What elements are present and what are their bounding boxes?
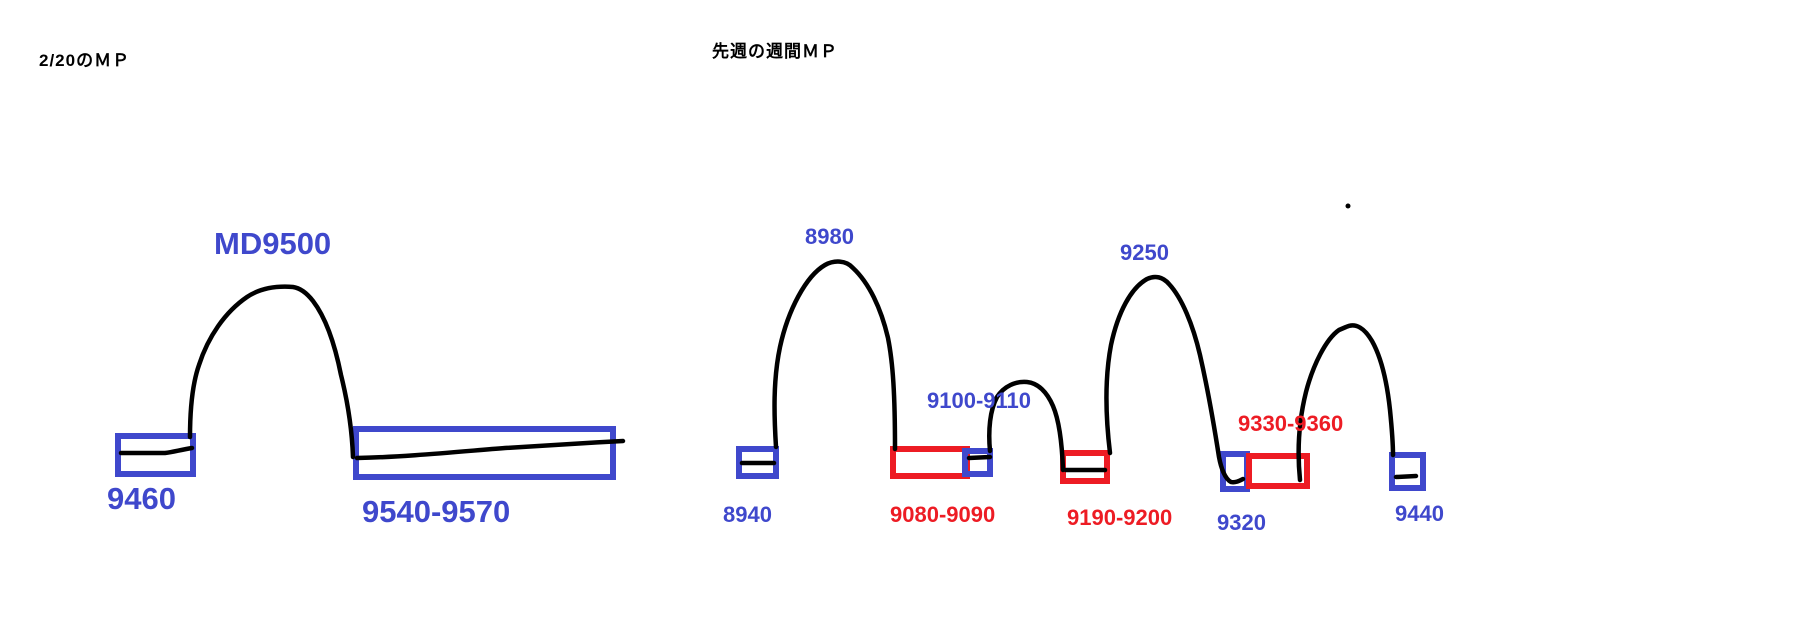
box-9330-9360 bbox=[1246, 453, 1310, 489]
label-9330-9360: 9330-9360 bbox=[1238, 411, 1344, 436]
label-md9500: MD9500 bbox=[214, 226, 332, 261]
box-9100-9110 bbox=[962, 448, 993, 477]
label-9250: 9250 bbox=[1120, 240, 1169, 265]
box-9540-9570 bbox=[353, 426, 616, 480]
box-9190-9200 bbox=[1060, 450, 1110, 484]
right-panel-title: 先週の週間ＭＰ bbox=[712, 42, 838, 61]
curve-md9500 bbox=[187, 284, 356, 460]
label-8980: 8980 bbox=[805, 224, 854, 249]
box-9080-9090 bbox=[890, 446, 970, 479]
label-9320: 9320 bbox=[1217, 510, 1266, 535]
dot-mark bbox=[1345, 203, 1351, 209]
label-9190-9200: 9190-9200 bbox=[1067, 505, 1173, 530]
label-9080-9090: 9080-9090 bbox=[890, 502, 996, 527]
curve-8980 bbox=[772, 259, 898, 452]
label-9540-9570: 9540-9570 bbox=[362, 494, 511, 529]
curve-9440 bbox=[1296, 323, 1396, 483]
label-9460: 9460 bbox=[107, 481, 176, 516]
box-8940 bbox=[736, 446, 779, 479]
left-panel-title: 2/20のＭＰ bbox=[39, 51, 131, 70]
label-9440: 9440 bbox=[1395, 501, 1444, 526]
label-9100-9110: 9100-9110 bbox=[927, 388, 1031, 413]
box-9460 bbox=[115, 433, 196, 477]
box-9440 bbox=[1389, 452, 1426, 491]
label-8940: 8940 bbox=[723, 502, 772, 527]
